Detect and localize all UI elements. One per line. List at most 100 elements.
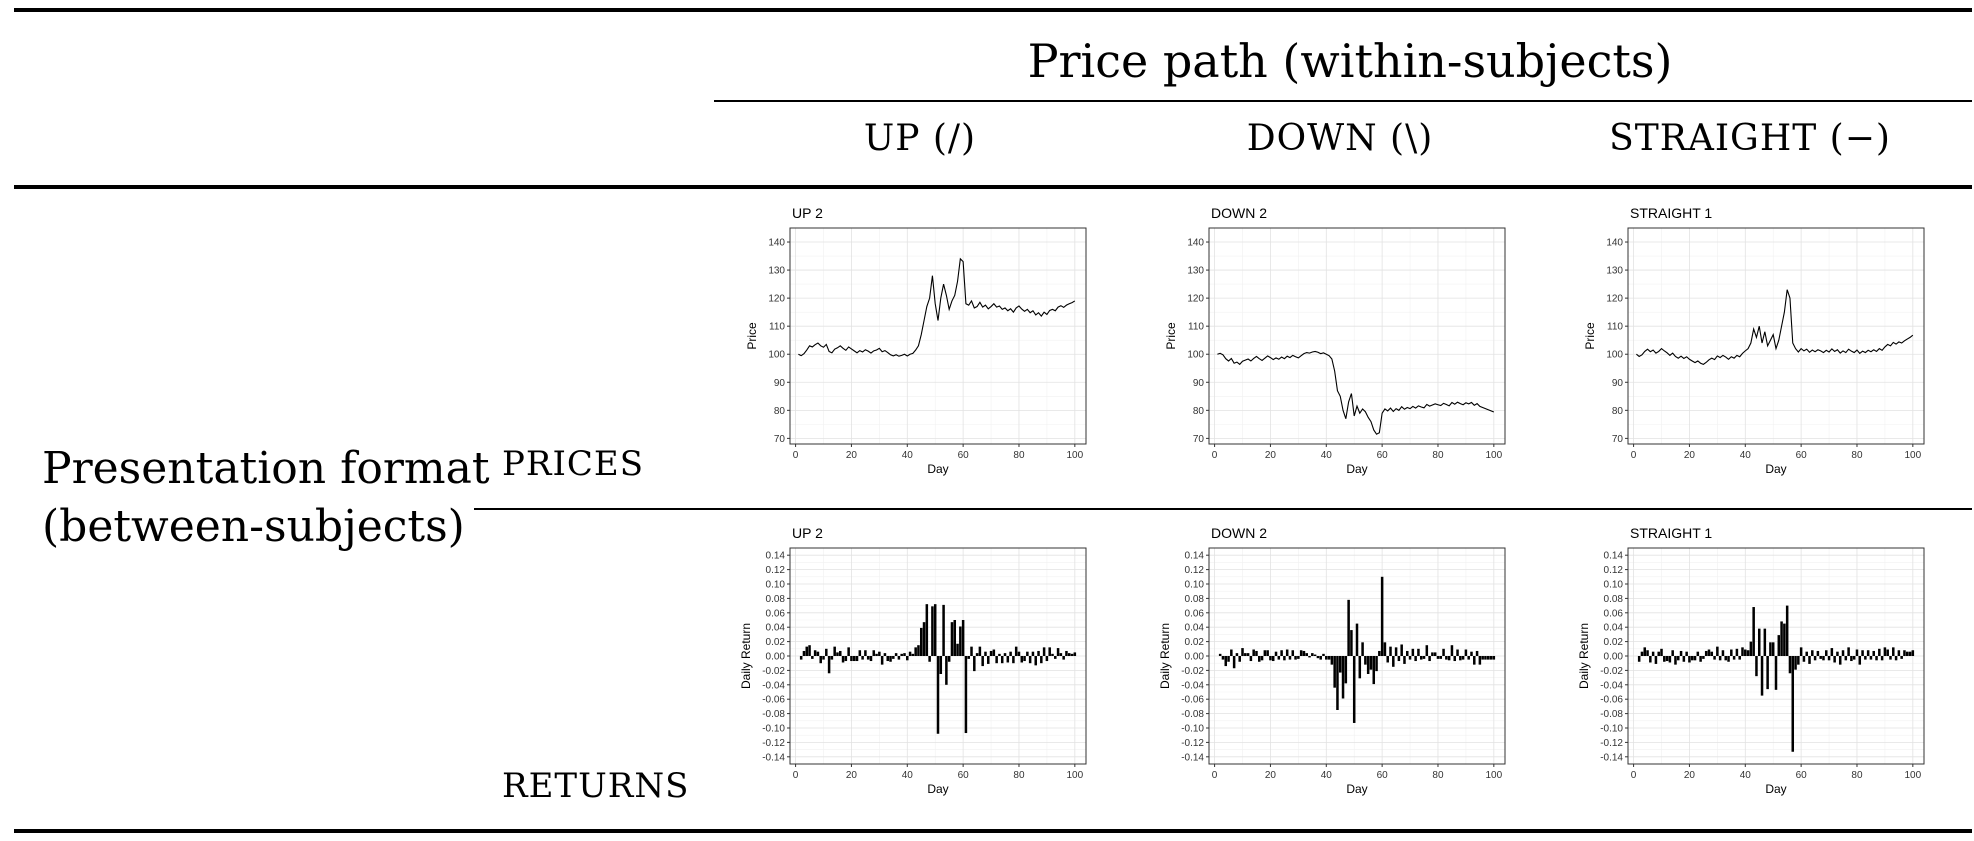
prices-chart-down: DOWN 2 0 20 40 60 80 100 70 80 90 100 110 120 130 140 D…: [1159, 200, 1529, 480]
return-bar: [1336, 656, 1339, 710]
return-bar: [830, 656, 834, 660]
return-bar: [1456, 649, 1459, 656]
returns-chart-up-svg: UP 2 0 20 40 60 80 100 -0.14 -0.12 -0.10 -0.08 -0.0…: [739, 525, 1087, 796]
y-tick-label: 90: [774, 378, 786, 389]
y-tick-label: 130: [1606, 266, 1623, 277]
y-tick-label: 110: [1607, 322, 1623, 333]
return-bar: [1727, 656, 1730, 662]
return-bar: [1252, 649, 1255, 656]
return-bar: [1294, 656, 1297, 660]
y-tick-label: 0.12: [1185, 565, 1205, 576]
return-bar: [1255, 650, 1258, 656]
presentation-format-line2: (between-subjects): [42, 501, 465, 552]
return-bar: [1341, 656, 1345, 699]
return-bar: [1285, 649, 1289, 656]
return-bar: [1464, 649, 1468, 656]
return-bar: [947, 656, 951, 662]
return-bar: [933, 604, 937, 656]
plot-frame: [1627, 227, 1925, 445]
y-tick-label: -0.14: [762, 752, 785, 763]
return-bar: [1330, 656, 1334, 665]
return-bar: [1417, 648, 1420, 656]
x-tick-label: 60: [1796, 450, 1808, 461]
x-axis-label: Day: [1765, 462, 1786, 476]
return-bar: [825, 648, 828, 656]
return-bar: [1777, 635, 1781, 656]
return-bar: [1271, 656, 1275, 662]
return-bar: [1322, 653, 1325, 656]
prices-chart-up-svg: UP 2 0 20 40 60 80 100 70 80 90 100 110 120 130 140 Day…: [745, 205, 1087, 476]
x-tick-label: 40: [902, 450, 914, 461]
chart-title: DOWN 2: [1211, 205, 1267, 221]
return-bar: [813, 650, 817, 656]
return-bar: [808, 645, 811, 656]
return-bar: [1864, 656, 1867, 660]
y-tick-label: -0.10: [762, 724, 785, 735]
return-bar: [1316, 656, 1320, 659]
return-bar: [906, 656, 909, 661]
return-bar: [1249, 656, 1253, 662]
return-bar: [1436, 656, 1440, 659]
prices-chart-straight-svg: STRAIGHT 1 0 20 40 60 80 100 70 80 90 100 110 120 130…: [1583, 205, 1925, 476]
return-bar: [903, 653, 906, 656]
return-bar: [1419, 656, 1423, 660]
return-bar: [1486, 656, 1490, 660]
return-bar: [1221, 656, 1225, 660]
return-bar: [1355, 623, 1359, 656]
return-bar: [878, 651, 881, 656]
return-bar: [1459, 656, 1462, 661]
return-bar: [987, 656, 990, 664]
x-tick-label: 20: [846, 450, 858, 461]
y-tick-label: 90: [1193, 378, 1205, 389]
return-bar: [1040, 656, 1043, 664]
return-bar: [922, 622, 926, 656]
x-tick-label: 100: [1066, 450, 1083, 461]
x-tick-label: 40: [1321, 770, 1333, 781]
return-bar: [1651, 651, 1655, 656]
x-tick-label: 60: [1796, 770, 1808, 781]
return-bar: [1031, 651, 1035, 656]
return-bar: [998, 653, 1001, 656]
price-path-header: Price path (within-subjects): [1027, 34, 1673, 88]
y-tick-label: 0.14: [1604, 551, 1624, 562]
return-bar: [1467, 656, 1470, 660]
x-tick-label: 100: [1904, 450, 1921, 461]
return-bar: [973, 656, 976, 672]
return-bar: [945, 656, 948, 685]
presentation-format-line1: Presentation format: [42, 443, 490, 494]
x-tick-label: 60: [1377, 770, 1389, 781]
return-bar: [1461, 656, 1465, 660]
return-bar: [1880, 656, 1884, 661]
return-bar: [1746, 650, 1750, 656]
return-bar: [1844, 656, 1848, 661]
return-bar: [1302, 650, 1306, 656]
return-bar: [961, 620, 965, 656]
return-bar: [1905, 651, 1909, 656]
return-bar: [1473, 656, 1476, 665]
x-axis-label: Day: [1346, 462, 1367, 476]
return-bar: [1741, 647, 1744, 656]
return-bar: [1045, 656, 1049, 662]
return-bar: [1394, 647, 1398, 656]
y-tick-label: -0.02: [1181, 666, 1204, 677]
x-tick-label: 80: [1851, 770, 1863, 781]
y-tick-label: -0.06: [762, 695, 785, 706]
return-bar: [1696, 651, 1700, 656]
bottom-rule: [14, 829, 1972, 833]
y-tick-label: 0.00: [1604, 652, 1624, 663]
x-tick-label: 0: [1631, 450, 1637, 461]
return-bar: [1830, 648, 1834, 656]
return-bar: [1054, 656, 1057, 659]
returns-chart-straight: STRAIGHT 1 0 20 40 60 80 100 -0.14 -0.12 -0.10 -0.…: [1577, 520, 1948, 800]
return-bar: [1735, 648, 1739, 656]
x-tick-label: 20: [1265, 450, 1277, 461]
return-bar: [1492, 656, 1496, 660]
y-tick-label: 120: [768, 294, 785, 305]
return-bar: [1238, 656, 1241, 662]
return-bar: [1757, 628, 1761, 656]
return-bar: [1875, 656, 1878, 661]
x-tick-label: 20: [1265, 770, 1277, 781]
x-tick-label: 60: [958, 770, 970, 781]
return-bar: [914, 647, 917, 656]
return-bar: [1744, 649, 1747, 656]
